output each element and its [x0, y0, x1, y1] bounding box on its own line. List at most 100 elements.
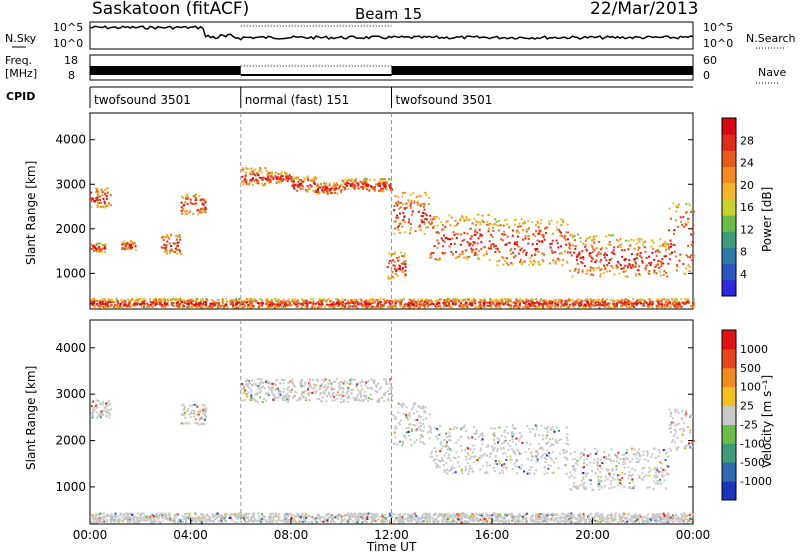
scatter-point: [205, 520, 208, 523]
scatter-point: [174, 251, 177, 253]
scatter-point: [628, 303, 630, 306]
scatter-point: [628, 306, 631, 309]
scatter-point: [276, 304, 279, 307]
scatter-point: [616, 266, 619, 269]
scatter-point: [129, 517, 131, 520]
scatter-point: [258, 302, 261, 305]
scatter-point: [568, 476, 571, 479]
scatter-point: [450, 216, 453, 219]
scatter-point: [399, 212, 401, 215]
scatter-point: [600, 479, 603, 482]
scatter-point: [442, 306, 445, 309]
scatter-point: [490, 452, 493, 455]
scatter-point: [403, 435, 406, 438]
scatter-point: [543, 457, 546, 459]
scatter-point: [574, 247, 577, 250]
scatter-point: [166, 252, 168, 255]
scatter-point: [383, 400, 386, 403]
scatter-point: [178, 234, 181, 236]
scatter-point: [554, 260, 557, 263]
scatter-point: [580, 303, 583, 306]
scatter-point: [671, 298, 674, 301]
scatter-point: [456, 222, 459, 225]
scatter-point: [106, 186, 109, 189]
scatter-point: [673, 421, 676, 424]
scatter-point: [532, 302, 535, 305]
scatter-point: [245, 383, 247, 386]
scatter-point: [492, 449, 495, 452]
scatter-point: [607, 243, 610, 246]
nsky-tick-top: 10^5: [53, 21, 83, 34]
scatter-point: [567, 443, 570, 446]
scatter-point: [425, 226, 427, 229]
scatter-point: [353, 301, 356, 304]
scatter-point: [184, 201, 187, 204]
scatter-point: [532, 300, 535, 303]
scatter-point: [640, 298, 642, 301]
scatter-point: [415, 301, 418, 304]
scatter-point: [277, 178, 280, 180]
scatter-point: [100, 304, 103, 307]
scatter-point: [545, 302, 548, 305]
scatter-point: [616, 302, 619, 305]
scatter-point: [387, 305, 390, 308]
scatter-point: [256, 393, 259, 396]
scatter-point: [610, 486, 613, 489]
scatter-point: [473, 234, 476, 237]
scatter-point: [304, 305, 307, 308]
scatter-point: [403, 215, 406, 218]
scatter-point: [422, 418, 425, 421]
scatter-point: [481, 439, 484, 442]
scatter-point: [656, 480, 659, 483]
scatter-point: [590, 469, 593, 472]
scatter-point: [540, 424, 543, 427]
scatter-point: [391, 253, 394, 256]
scatter-point: [328, 182, 331, 185]
scatter-point: [662, 474, 665, 477]
scatter-point: [565, 260, 568, 263]
scatter-point: [241, 399, 244, 402]
scatter-point: [401, 268, 404, 271]
scatter-point: [155, 303, 158, 306]
scatter-point: [408, 306, 411, 309]
scatter-point: [483, 452, 486, 455]
scatter-point: [376, 302, 379, 305]
scatter-point: [545, 226, 548, 229]
scatter-point: [469, 448, 472, 450]
scatter-point: [393, 251, 396, 254]
scatter-point: [332, 306, 335, 308]
colorbar-tick-label: 28: [740, 134, 754, 147]
scatter-point: [178, 306, 181, 309]
scatter-point: [563, 303, 566, 306]
scatter-point: [595, 452, 598, 455]
scatter-point: [510, 253, 513, 255]
scatter-point: [547, 464, 550, 467]
scatter-point: [461, 426, 464, 429]
scatter-point: [405, 413, 407, 416]
scatter-point: [349, 379, 352, 382]
scatter-point: [485, 250, 488, 253]
scatter-point: [348, 305, 351, 308]
scatter-point: [194, 299, 197, 302]
scatter-point: [296, 299, 299, 302]
scatter-point: [436, 437, 439, 440]
scatter-point: [199, 299, 202, 301]
scatter-point: [324, 389, 327, 392]
freq-tick-bottom: 8: [68, 69, 75, 82]
scatter-point: [629, 475, 632, 478]
scatter-point: [350, 382, 353, 385]
scatter-point: [639, 302, 642, 305]
scatter-point: [202, 202, 204, 205]
scatter-point: [93, 302, 96, 304]
scatter-point: [621, 267, 624, 270]
scatter-point: [257, 512, 260, 515]
scatter-point: [563, 449, 566, 451]
scatter-point: [322, 386, 325, 389]
scatter-point: [188, 212, 191, 214]
scatter-point: [96, 188, 99, 191]
scatter-point: [440, 448, 443, 451]
scatter-point: [589, 306, 592, 309]
scatter-point: [491, 235, 494, 238]
scatter-point: [398, 222, 401, 225]
scatter-point: [333, 187, 336, 190]
